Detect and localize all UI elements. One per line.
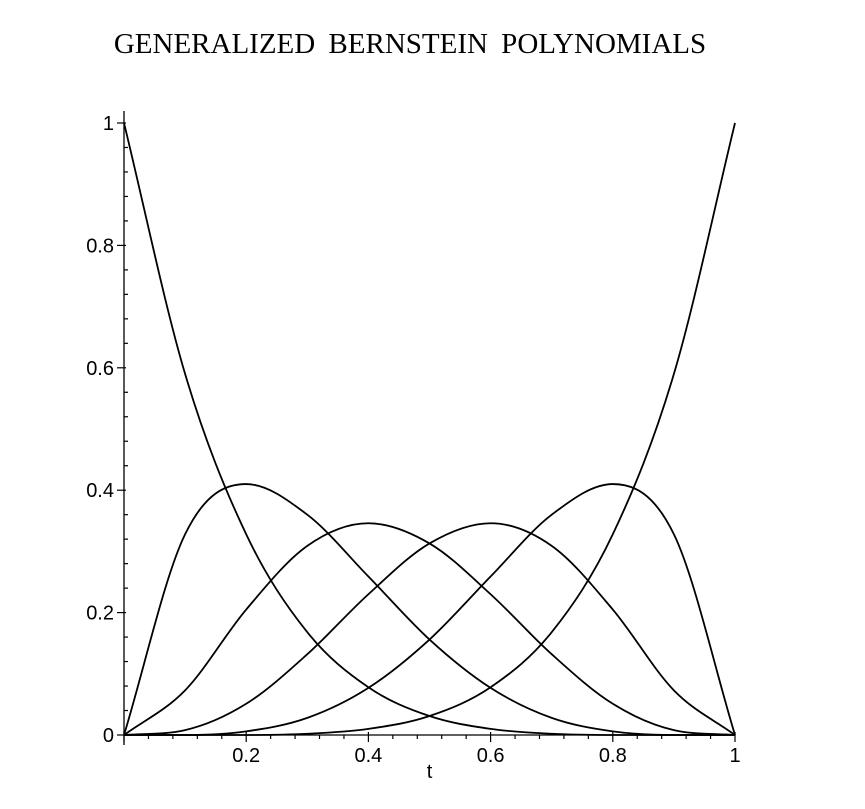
- bernstein-curve-5: [124, 123, 735, 735]
- x-tick-label: 0.2: [232, 745, 260, 767]
- y-tick-label: 0.2: [86, 603, 114, 625]
- bernstein-curve-0: [124, 123, 735, 735]
- x-axis-label: t: [427, 761, 433, 783]
- x-tick-label: 1: [729, 745, 740, 767]
- y-tick-label: 0.8: [86, 235, 114, 257]
- x-ticks: 0.2 0.4 0.6 0.8 1: [124, 732, 741, 767]
- x-tick-label: 0.6: [477, 745, 505, 767]
- bernstein-curve-1: [124, 484, 735, 735]
- bernstein-curve-2: [124, 523, 735, 735]
- curves: [124, 123, 735, 735]
- y-tick-label: 0.6: [86, 358, 114, 380]
- y-ticks: 0 0.2 0.4 0.6 0.8 1: [86, 113, 128, 747]
- bernstein-curve-4: [124, 484, 735, 735]
- x-tick-label: 0.4: [354, 745, 382, 767]
- y-tick-label: 1: [103, 113, 114, 135]
- y-tick-label: 0: [103, 725, 114, 747]
- chart-title: GENERALIZED BERNSTEIN POLYNOMIALS: [114, 28, 706, 60]
- x-tick-label: 0.8: [599, 745, 627, 767]
- bernstein-curve-3: [124, 523, 735, 735]
- y-tick-label: 0.4: [86, 480, 114, 502]
